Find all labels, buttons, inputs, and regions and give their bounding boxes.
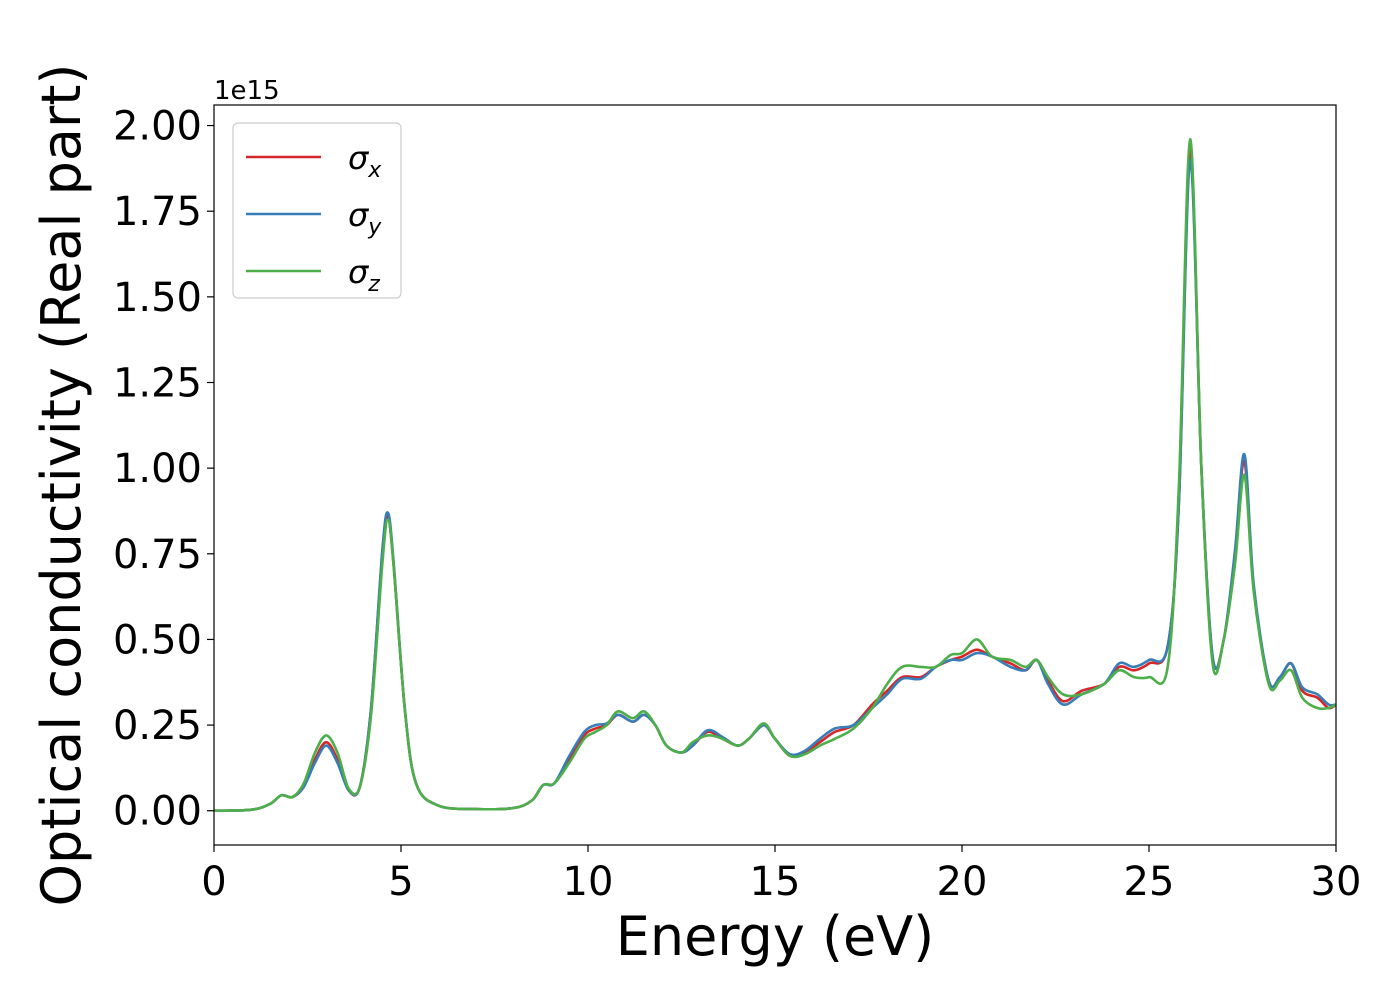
x-axis-ticks: 0 5 10 15 20 25 30 bbox=[201, 845, 1361, 905]
legend-label-x: σx bbox=[348, 139, 382, 183]
y-tick-label: 0.00 bbox=[113, 789, 202, 835]
legend-box bbox=[232, 122, 402, 299]
y-axis-label: Optical conductivity (Real part) bbox=[30, 64, 93, 907]
y-tick-label: 1.00 bbox=[113, 446, 202, 492]
y-tick-label: 1.25 bbox=[113, 361, 202, 407]
legend-label-z: σz bbox=[348, 253, 380, 297]
y-axis-ticks: 0.00 0.25 0.50 0.75 1.00 1.25 1.50 1.75 2.00 bbox=[113, 104, 214, 835]
series-layer bbox=[214, 137, 1336, 812]
y-tick-label: 1.50 bbox=[113, 275, 202, 321]
x-axis-label: Energy (eV) bbox=[616, 905, 935, 968]
y-tick-label: 2.00 bbox=[113, 104, 202, 150]
x-tick-label: 15 bbox=[750, 859, 801, 905]
y-offset-label: 1e15 bbox=[214, 76, 280, 106]
x-tick-label: 20 bbox=[937, 859, 988, 905]
x-tick-label: 0 bbox=[201, 859, 226, 905]
y-tick-label: 0.50 bbox=[113, 617, 202, 663]
legend: σx σy σz bbox=[232, 122, 402, 299]
y-tick-label: 0.25 bbox=[113, 703, 202, 749]
x-tick-label: 5 bbox=[388, 859, 413, 905]
x-tick-label: 30 bbox=[1311, 859, 1362, 905]
y-tick-label: 0.75 bbox=[113, 532, 202, 578]
y-tick-label: 1.75 bbox=[113, 189, 202, 235]
series-line-z bbox=[214, 137, 1336, 812]
x-tick-label: 10 bbox=[563, 859, 614, 905]
legend-label-y: σy bbox=[348, 196, 382, 240]
x-tick-label: 25 bbox=[1124, 859, 1175, 905]
